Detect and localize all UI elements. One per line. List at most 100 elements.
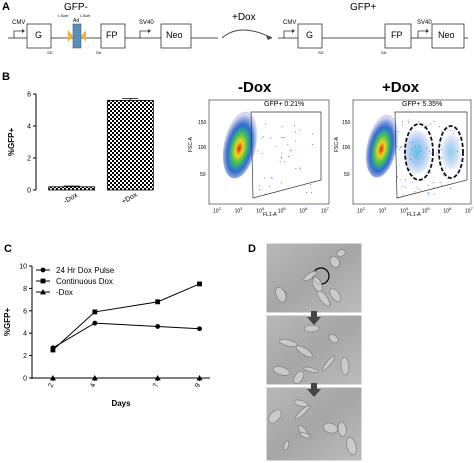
panel-d-label: D	[248, 243, 256, 255]
cell-outline	[329, 255, 340, 268]
cell-outline	[294, 404, 311, 420]
event-dot	[306, 192, 308, 194]
right-construct	[278, 23, 468, 49]
cell-outline	[323, 422, 339, 434]
event-dot	[261, 137, 263, 139]
event-dot	[282, 137, 284, 139]
y-tick-label: 6	[23, 308, 27, 315]
flow-x-tick-label: 105	[277, 206, 286, 215]
event-dot	[401, 185, 403, 187]
event-dot	[436, 152, 438, 154]
y-tick-label: 10	[19, 264, 27, 271]
event-dot	[437, 149, 439, 151]
event-dot	[290, 149, 292, 151]
x-tick-label: 2	[48, 382, 56, 388]
event-dot	[279, 160, 281, 162]
flow-x-tick-label: 106	[443, 206, 452, 215]
flow-minus-ytick-3: 50	[200, 172, 206, 178]
flow-x-tick-label: 104	[256, 206, 264, 215]
y-tick-label: 4	[23, 331, 27, 338]
arrow-label: +Dox	[232, 12, 256, 23]
event-dot	[423, 127, 425, 129]
event-dot	[417, 187, 419, 189]
flow-plus-ytick-1: 150	[342, 120, 351, 126]
event-dot	[433, 181, 435, 183]
event-dot	[418, 146, 420, 148]
series-line	[52, 283, 200, 351]
cell-outline	[340, 356, 350, 376]
event-dot	[299, 129, 301, 131]
event-dot	[398, 131, 400, 133]
isce1-right-label: I-SceI	[80, 13, 91, 18]
cell-cluster	[365, 114, 399, 178]
event-dot	[311, 143, 313, 145]
cmv-label-left: CMV	[12, 20, 26, 26]
event-dot	[445, 167, 447, 169]
panel-a-label: A	[2, 1, 10, 13]
event-dot	[402, 193, 404, 195]
event-dot	[427, 184, 429, 186]
flow-minus-ylabel: FSC-A	[188, 137, 194, 152]
flow-plot-plus-dox	[352, 99, 472, 205]
cell-outline	[328, 333, 339, 344]
event-dot	[300, 168, 302, 170]
flow-plus-ytick-2: 100	[342, 145, 351, 151]
event-dot	[271, 178, 273, 180]
event-dot	[259, 185, 261, 187]
sparse-events-minus	[257, 123, 313, 195]
event-dot	[268, 185, 270, 187]
cell-outline	[272, 366, 291, 376]
event-dot	[270, 176, 272, 178]
event-dot	[458, 170, 460, 172]
event-dot	[288, 156, 290, 158]
left-neo-box	[160, 23, 192, 49]
cell-outline	[283, 440, 290, 451]
bar	[48, 186, 96, 191]
event-dot	[419, 150, 421, 152]
event-dot	[429, 150, 431, 152]
panel-a-diagram	[8, 23, 468, 49]
fp-label-left: FP	[106, 30, 118, 40]
event-dot	[414, 191, 416, 193]
down-arrow-icon	[307, 311, 321, 325]
flow-x-tick-exponent: 7	[470, 206, 473, 211]
event-dot	[280, 156, 282, 158]
category-label: +Dox	[121, 191, 139, 206]
event-dot	[462, 161, 464, 163]
flow-x-tick-label: 102	[213, 206, 221, 215]
right-fp-box	[384, 23, 412, 49]
flow-x-tick-label: 103	[378, 206, 387, 215]
flow-minus-xticks: 102 103 104 105 106 107	[209, 206, 329, 215]
flow-plus-title: +Dox	[382, 79, 420, 96]
event-dot	[280, 182, 282, 184]
event-dot	[257, 150, 259, 152]
y-axis-label: %GFP+	[3, 308, 12, 337]
neo-label-left: Neo	[166, 30, 183, 40]
event-dot	[447, 178, 449, 180]
event-dot	[430, 152, 432, 154]
event-dot	[450, 129, 452, 131]
event-dot	[294, 140, 296, 142]
g-label-right: G	[306, 30, 314, 40]
y-axis-label: %GFP+	[7, 128, 16, 157]
cell-outlines	[268, 249, 357, 456]
flow-x-tick-label: 104	[400, 206, 408, 215]
event-dot	[412, 174, 414, 176]
event-dot	[310, 184, 312, 186]
event-dot	[441, 156, 443, 158]
flow-x-tick-exponent: 2	[362, 206, 365, 211]
panel-b-label: B	[2, 71, 10, 83]
data-point	[197, 326, 202, 332]
down-arrow-icon	[307, 383, 321, 397]
event-dot	[430, 172, 432, 174]
event-dot	[281, 152, 283, 154]
sd-label-right: SD	[318, 50, 324, 55]
event-dot	[295, 168, 297, 170]
sv40-label-right: SV40	[417, 20, 432, 26]
event-dot	[281, 157, 283, 159]
event-dot	[441, 131, 443, 133]
flow-x-tick-exponent: 3	[384, 206, 387, 211]
flow-plus-xlabel: FL1-A	[407, 212, 421, 218]
flow-x-tick-exponent: 7	[326, 206, 329, 211]
flow-x-tick-exponent: 3	[240, 206, 243, 211]
